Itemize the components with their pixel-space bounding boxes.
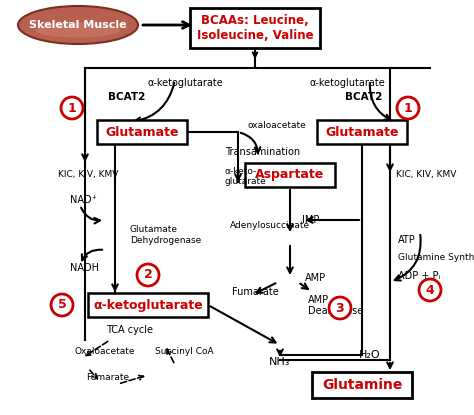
Text: Deaminase: Deaminase: [308, 306, 363, 316]
Text: glutarate: glutarate: [225, 178, 267, 186]
Text: NADH: NADH: [70, 263, 99, 273]
Text: BCAT2: BCAT2: [345, 92, 383, 102]
Text: Fumarate: Fumarate: [232, 287, 278, 297]
Text: α-ketoglutarate: α-ketoglutarate: [148, 78, 224, 88]
Text: α-ketoglutarate: α-ketoglutarate: [93, 298, 203, 312]
Text: AMP: AMP: [308, 295, 329, 305]
Text: α-keto-: α-keto-: [225, 168, 257, 176]
Circle shape: [329, 297, 351, 319]
FancyBboxPatch shape: [190, 8, 320, 48]
Text: oxaloacetate: oxaloacetate: [248, 122, 307, 130]
Text: KIC, KIV, KMV: KIC, KIV, KMV: [58, 171, 118, 180]
FancyBboxPatch shape: [245, 163, 335, 187]
Text: NAD⁺: NAD⁺: [70, 195, 97, 205]
Text: AMP: AMP: [305, 273, 326, 283]
Text: α-ketoglutarate: α-ketoglutarate: [310, 78, 386, 88]
Text: Glutamate: Glutamate: [325, 125, 399, 139]
Text: Oxaloacetate: Oxaloacetate: [75, 347, 136, 356]
Text: Skeletal Muscle: Skeletal Muscle: [29, 20, 127, 30]
Circle shape: [419, 279, 441, 301]
Text: Fumarate: Fumarate: [86, 374, 129, 383]
Text: 1: 1: [404, 102, 412, 115]
Text: Aspartate: Aspartate: [255, 168, 325, 181]
Text: ADP + Pᵢ: ADP + Pᵢ: [398, 271, 440, 281]
Text: Transamination: Transamination: [225, 147, 300, 157]
Ellipse shape: [18, 6, 138, 44]
Text: 2: 2: [144, 269, 152, 281]
Circle shape: [51, 294, 73, 316]
Ellipse shape: [36, 22, 120, 38]
Text: ATP: ATP: [398, 235, 416, 245]
FancyBboxPatch shape: [97, 120, 187, 144]
Text: Adenylosuccinate: Adenylosuccinate: [230, 220, 310, 229]
Text: TCA cycle: TCA cycle: [107, 325, 154, 335]
Text: Glutamate
Dehydrogenase: Glutamate Dehydrogenase: [130, 225, 201, 245]
Text: Succinyl CoA: Succinyl CoA: [155, 347, 214, 356]
Text: BCAAs: Leucine,
Isoleucine, Valine: BCAAs: Leucine, Isoleucine, Valine: [197, 14, 313, 42]
FancyBboxPatch shape: [312, 372, 412, 398]
Text: 1: 1: [68, 102, 76, 115]
Text: KIC, KIV, KMV: KIC, KIV, KMV: [396, 171, 456, 180]
Text: 4: 4: [426, 283, 434, 296]
Text: BCAT2: BCAT2: [108, 92, 146, 102]
Text: H₂O: H₂O: [359, 350, 381, 360]
Circle shape: [137, 264, 159, 286]
FancyBboxPatch shape: [317, 120, 407, 144]
Text: Glutamine Synthetase: Glutamine Synthetase: [398, 254, 474, 263]
Text: 5: 5: [58, 298, 66, 312]
Text: NH₃: NH₃: [269, 357, 291, 367]
Circle shape: [397, 97, 419, 119]
Text: Glutamate: Glutamate: [105, 125, 179, 139]
Text: 3: 3: [336, 302, 344, 315]
Text: IMP: IMP: [302, 215, 319, 225]
Text: Glutamine: Glutamine: [322, 378, 402, 392]
FancyBboxPatch shape: [88, 293, 208, 317]
Circle shape: [61, 97, 83, 119]
